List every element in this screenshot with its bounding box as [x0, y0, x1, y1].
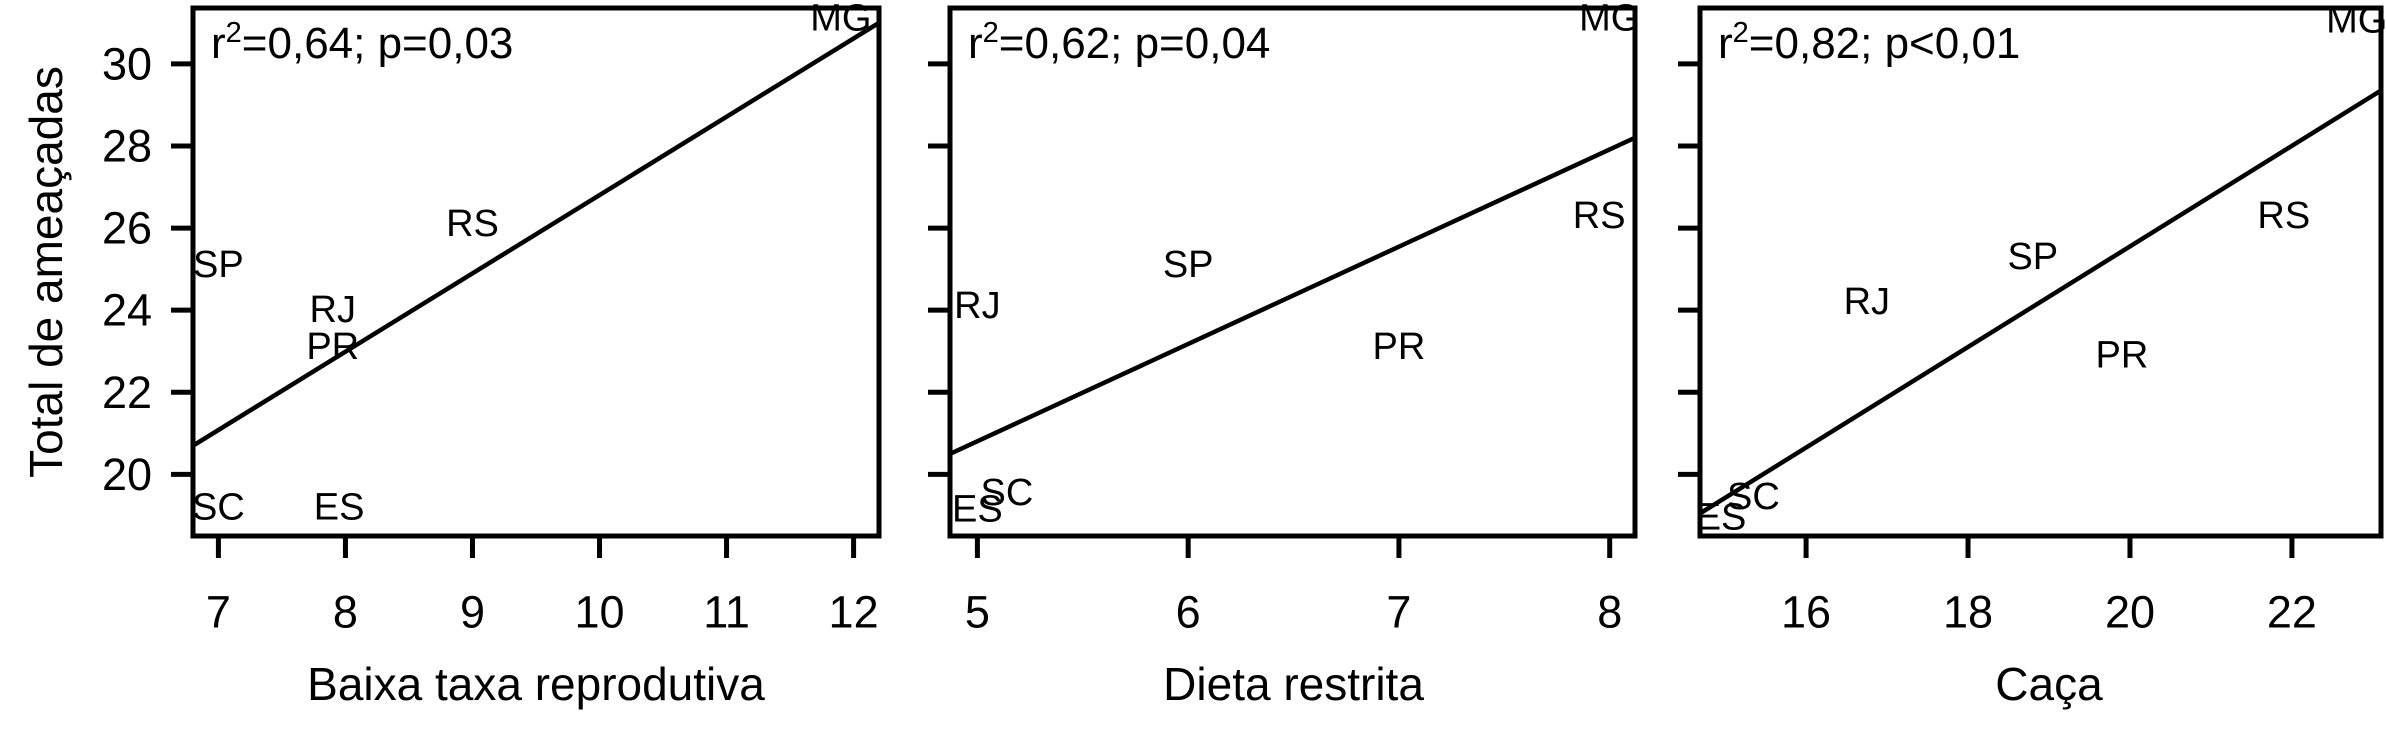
x-tick-label: 11: [703, 587, 750, 638]
data-point-ES: ES: [952, 488, 1003, 530]
x-axis-title: Caça: [1995, 658, 2103, 710]
y-axis-title: Total de ameaçadas: [20, 66, 72, 478]
x-tick-label: 7: [1386, 587, 1411, 638]
panel-3-box: [1697, 5, 2384, 539]
y-tick-label: 30: [102, 38, 152, 89]
data-point-SP: SP: [2007, 236, 2058, 278]
data-point-ES: ES: [1696, 497, 1747, 539]
data-point-MG: MG: [2326, 0, 2386, 42]
x-tick-label: 6: [1176, 587, 1201, 638]
x-tick-label: 18: [1943, 587, 1993, 638]
data-point-SP: SP: [193, 244, 244, 286]
data-point-PR: PR: [2095, 334, 2148, 376]
y-tick-label: 20: [102, 449, 152, 500]
x-tick-label: 20: [2105, 587, 2155, 638]
x-tick-label: 7: [206, 587, 231, 638]
y-tick-label: 24: [102, 285, 152, 336]
x-tick-label: 9: [460, 587, 485, 638]
x-tick-label: 5: [965, 587, 990, 638]
regression-line: [949, 135, 1636, 456]
data-point-RJ: RJ: [954, 285, 1000, 327]
panel-1-box: [190, 5, 882, 539]
x-tick-label: 8: [1597, 587, 1622, 638]
data-point-MG: MG: [810, 0, 871, 40]
data-point-PR: PR: [306, 326, 359, 368]
data-point-SC: SC: [192, 486, 245, 528]
x-tick-label: 10: [574, 587, 624, 638]
regression-line: [1698, 88, 2383, 516]
y-tick-label: 26: [102, 203, 152, 254]
data-point-RS: RS: [1573, 195, 1626, 237]
x-axis-title: Baixa taxa reprodutiva: [307, 658, 765, 710]
x-tick-label: 16: [1781, 587, 1831, 638]
data-point-SC: SC: [1727, 476, 1780, 518]
panel-2-box: [947, 5, 1638, 539]
x-tick-label: 12: [829, 587, 879, 638]
y-tick-label: 28: [102, 120, 152, 171]
data-point-MG: MG: [1579, 0, 1640, 40]
data-point-RJ: RJ: [310, 289, 356, 331]
data-point-PR: PR: [1373, 326, 1426, 368]
data-point-RJ: RJ: [1844, 281, 1890, 323]
data-point-SP: SP: [1163, 244, 1214, 286]
r-squared-annotation: r2=0,64; p=0,03: [211, 17, 513, 68]
x-axis-title: Dieta restrita: [1163, 658, 1424, 710]
r-squared-annotation: r2=0,82; p<0,01: [1718, 17, 2020, 68]
regression-line: [191, 20, 881, 448]
data-point-RS: RS: [2257, 195, 2310, 237]
data-point-SC: SC: [981, 472, 1034, 514]
x-tick-label: 8: [333, 587, 358, 638]
x-tick-label: 22: [2267, 587, 2317, 638]
r-squared-annotation: r2=0,62; p=0,04: [968, 17, 1270, 68]
data-point-ES: ES: [314, 486, 365, 528]
y-tick-label: 22: [102, 367, 152, 418]
data-point-RS: RS: [446, 203, 499, 245]
